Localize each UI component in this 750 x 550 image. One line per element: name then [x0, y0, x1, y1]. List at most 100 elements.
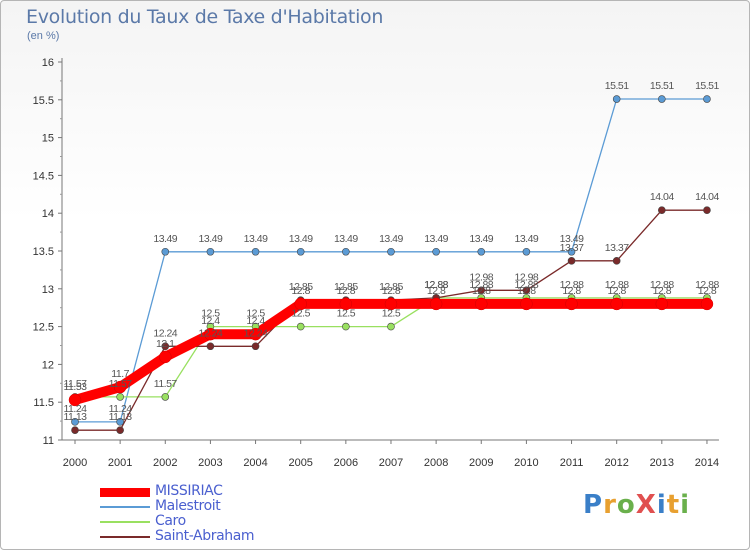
data-point: [159, 350, 172, 364]
x-tick-label: 2003: [198, 457, 222, 469]
data-label: 12.8: [382, 285, 401, 297]
legend-label: MISSIRIAC: [155, 483, 223, 499]
x-tick-label: 2008: [424, 457, 448, 469]
data-point: [703, 206, 711, 214]
y-tick-label: 14.5: [33, 170, 54, 182]
data-label: 13.49: [244, 233, 268, 245]
data-point: [204, 327, 217, 341]
logo-letter: i: [656, 490, 667, 520]
data-point: [71, 418, 79, 426]
data-label: 13.49: [424, 233, 448, 245]
proxiti-logo: ProXiti: [583, 490, 690, 520]
data-point: [68, 393, 82, 407]
x-tick-label: 2001: [108, 457, 132, 469]
y-tick-label: 11: [43, 435, 54, 447]
data-label: 12.85: [334, 281, 358, 293]
y-tick-label: 16: [42, 57, 54, 69]
x-tick-label: 2009: [469, 457, 493, 469]
logo-letter: o: [616, 490, 636, 520]
x-tick-label: 2010: [514, 457, 538, 469]
data-label: 13.49: [560, 233, 584, 245]
data-point: [161, 342, 170, 351]
data-label: 11.57: [109, 378, 133, 390]
data-point: [116, 418, 124, 426]
y-tick-label: 11.5: [33, 397, 54, 409]
data-point: [432, 247, 440, 256]
data-point: [113, 380, 127, 394]
data-label: 12.88: [695, 279, 719, 291]
data-point: [565, 297, 578, 311]
legend-label: Saint-Abraham: [155, 528, 255, 544]
data-label: 12.98: [515, 271, 539, 283]
data-point: [342, 322, 350, 331]
data-point: [296, 247, 305, 256]
data-label: 12.24: [199, 327, 223, 339]
data-label: 12.1: [156, 338, 175, 350]
data-label: 13.49: [515, 233, 539, 245]
data-point: [520, 297, 533, 311]
data-label: 12.8: [291, 285, 310, 297]
data-label: 12.98: [469, 271, 493, 283]
data-label: 13.49: [334, 233, 358, 245]
data-label: 11.13: [64, 411, 88, 423]
data-label: 12.85: [379, 281, 403, 293]
y-tick-label: 15.5: [33, 95, 54, 107]
data-point: [567, 257, 576, 265]
data-point: [522, 247, 531, 256]
data-point: [384, 297, 398, 311]
chart-axes: 11 11.5 12 12.5 13 13.5 14 14.5 15 15.5 16 2000 2001…: [33, 57, 720, 469]
y-tick-label: 13.5: [33, 246, 54, 258]
x-tick-label: 2000: [63, 457, 87, 469]
data-label: 12.5: [382, 308, 401, 320]
data-point: [206, 342, 215, 351]
data-point: [429, 297, 443, 311]
data-point: [655, 297, 669, 311]
data-label: 12.5: [246, 308, 265, 320]
data-label: 11.57: [154, 378, 178, 390]
data-label: 12.4: [246, 315, 265, 327]
data-label: 12.8: [607, 285, 626, 297]
x-tick-label: 2005: [288, 457, 312, 469]
data-point: [612, 95, 621, 103]
data-point: [477, 247, 486, 256]
y-tick-label: 12.5: [33, 322, 54, 334]
data-label: 11.13: [109, 411, 133, 423]
data-point: [522, 286, 531, 295]
data-label: 15.51: [605, 80, 629, 92]
x-tick-label: 2006: [334, 457, 358, 469]
data-label: 12.8: [472, 285, 491, 297]
data-label: 11.24: [64, 403, 88, 415]
legend-swatch-missiriac: [100, 488, 150, 497]
y-tick-label: 13: [42, 284, 54, 296]
data-label: 12.8: [562, 285, 581, 297]
legend-label: Caro: [155, 513, 186, 529]
data-point: [342, 247, 350, 256]
y-tick-label: 14: [42, 208, 54, 220]
data-point: [703, 95, 711, 103]
data-label: 12.5: [337, 308, 356, 320]
x-tick-label: 2007: [379, 457, 403, 469]
data-point: [294, 297, 307, 311]
logo-letter: t: [666, 490, 681, 520]
data-point: [161, 247, 170, 256]
data-label: 12.8: [337, 285, 356, 297]
data-label: 15.51: [650, 80, 674, 92]
data-label: 15.51: [695, 80, 719, 92]
data-label: 12.24: [244, 327, 268, 339]
data-label: 12.88: [515, 279, 539, 291]
data-point: [116, 426, 124, 434]
legend-label: Malestroit: [155, 498, 221, 514]
data-point: [477, 286, 486, 295]
y-tick-label: 12: [42, 359, 54, 371]
data-label: 11.7: [111, 368, 129, 380]
data-label: 12.8: [517, 285, 536, 297]
data-label: 12.8: [427, 285, 446, 297]
data-label: 13.49: [289, 233, 313, 245]
data-label: 13.49: [199, 233, 223, 245]
x-tick-label: 2011: [560, 457, 584, 469]
y-tick-label: 15: [42, 133, 54, 145]
data-label: 12.88: [605, 279, 629, 291]
x-tick-label: 2012: [604, 457, 628, 469]
